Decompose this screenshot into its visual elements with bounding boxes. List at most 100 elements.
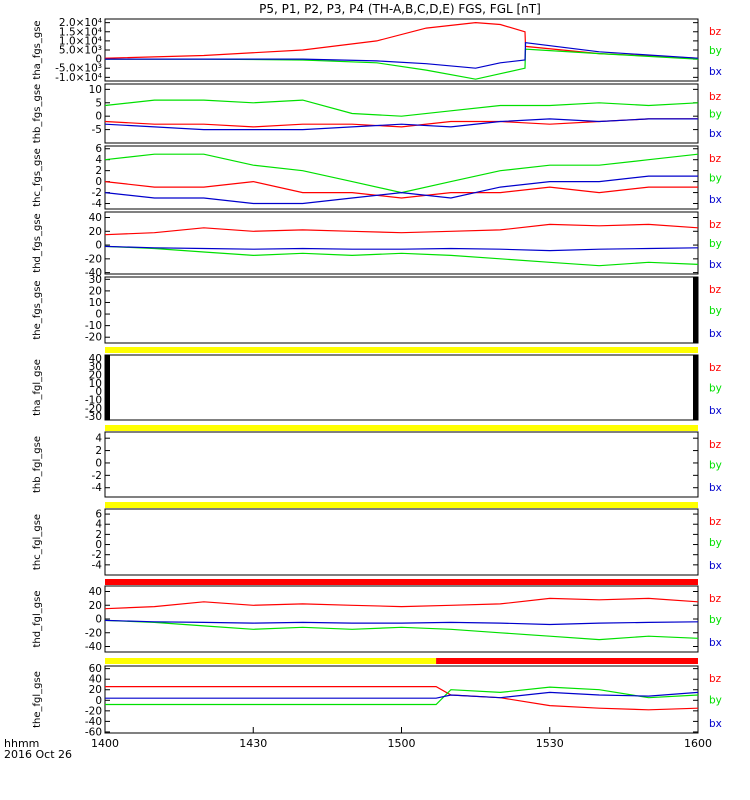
ytick-label: -40	[85, 267, 102, 279]
panel-frame	[104, 145, 699, 210]
ytick-label: 5	[95, 97, 102, 109]
ytick-label: -60	[85, 726, 102, 738]
panel-thd_fgl_gse: -40 -200 20 40 thd_fgl_gse bz by bx	[32, 585, 722, 664]
series-bx	[105, 42, 698, 69]
ytick-label: -20	[85, 253, 102, 265]
legend-by: by	[709, 45, 722, 57]
legend-bz: bz	[709, 219, 722, 231]
ytick-label: 0	[95, 54, 102, 66]
ytick-label: 30	[89, 274, 102, 286]
y-axis-label: the_fgs_gse	[32, 280, 43, 339]
xtick-label: 1530	[536, 737, 564, 750]
ytick-label: 40	[89, 212, 102, 224]
ytick-label: -4	[92, 482, 103, 494]
ytick-label: -4	[92, 559, 103, 571]
ytick-label: 4	[95, 154, 102, 166]
series-bx	[105, 619, 698, 626]
panel-thd_fgs_gse: -40 -200 20 40 thd_fgs_gse bz by bx	[32, 211, 722, 279]
y-axis-label: thd_fgs_gse	[32, 213, 43, 272]
ytick-label: 0	[95, 176, 102, 188]
ytick-label: 5.0×10³	[59, 45, 102, 57]
ytick-label: 10	[89, 378, 102, 390]
legend-by: by	[709, 173, 722, 185]
left-edge-fill	[105, 355, 110, 420]
ytick-label: 1.5×10⁴	[59, 26, 102, 38]
legend-by: by	[709, 537, 722, 549]
y-axis-label: thd_fgl_gse	[32, 591, 43, 648]
ytick-label: 0	[95, 111, 102, 123]
ytick-label: 0	[95, 240, 102, 252]
xtick-label: 1600	[684, 737, 712, 750]
series-by	[105, 99, 698, 117]
ytick-label: 60	[89, 663, 102, 675]
legend-bz: bz	[709, 91, 722, 103]
panel-tha_fgs_gse: -1.0×10⁴-5.0×10³05.0×10³1.0×10⁴1.5×10⁴2.…	[32, 17, 722, 84]
series-bx	[105, 118, 698, 131]
panel-thb_fgs_gse: -50 510 thb_fgs_gse bz by bx	[32, 83, 722, 144]
legend-by: by	[709, 614, 722, 626]
legend-by: by	[709, 109, 722, 121]
ytick-label: 6	[95, 143, 102, 155]
ytick-label: -4	[92, 198, 103, 210]
panel-frame	[104, 585, 699, 653]
series-bx	[105, 691, 698, 699]
series-bz	[105, 685, 698, 711]
flag-bar-yellow	[105, 658, 437, 664]
ytick-label: 6	[95, 509, 102, 521]
ytick-label: -2	[92, 549, 102, 561]
ytick-label: 20	[89, 600, 102, 612]
legend-by: by	[709, 383, 722, 395]
right-edge-fill	[693, 355, 698, 420]
legend-by: by	[709, 695, 722, 707]
series-bz	[105, 223, 698, 236]
ytick-label: -20	[85, 332, 102, 344]
flag-bar-yellow	[105, 347, 698, 353]
legend-bz: bz	[709, 516, 722, 528]
ytick-label: -5	[92, 124, 102, 136]
y-axis-label: thc_fgl_gse	[32, 514, 43, 570]
ytick-label: 20	[89, 285, 102, 297]
legend-bx: bx	[709, 66, 722, 78]
panel-frame	[104, 83, 699, 144]
ytick-label: -20	[85, 627, 102, 639]
ytick-label: 30	[89, 361, 102, 373]
ytick-label: -2	[92, 187, 102, 199]
series-bx	[105, 175, 698, 205]
legend-bx: bx	[709, 405, 722, 417]
legend-bx: bx	[709, 718, 722, 730]
panel-frame	[104, 508, 699, 576]
ytick-label: 2	[95, 165, 102, 177]
series-bz	[105, 597, 698, 610]
panel-frame	[104, 431, 699, 498]
series-by	[105, 48, 698, 80]
ytick-label: 0	[95, 695, 102, 707]
time-unit-label: hhmm	[4, 737, 39, 750]
ytick-label: 40	[89, 674, 102, 686]
panel-frame	[104, 276, 699, 344]
y-axis-label: tha_fgs_gse	[32, 20, 43, 79]
ytick-label: 4	[95, 519, 102, 531]
legend-bx: bx	[709, 560, 722, 572]
ytick-label: -10	[85, 320, 102, 332]
legend-bx: bx	[709, 328, 722, 340]
legend-bz: bz	[709, 439, 722, 451]
date-label: 2016 Oct 26	[4, 748, 72, 761]
ytick-label: 0	[95, 309, 102, 321]
legend-bz: bz	[709, 362, 722, 374]
series-bz	[105, 180, 698, 199]
y-axis-label: the_fgl_gse	[32, 671, 43, 728]
ytick-label: -30	[85, 411, 102, 423]
ytick-label: 20	[89, 684, 102, 696]
legend-bz: bz	[709, 153, 722, 165]
ytick-label: 40	[89, 353, 102, 365]
ytick-label: 0	[95, 539, 102, 551]
ytick-label: -1.0×10⁴	[55, 72, 102, 84]
ytick-label: -40	[85, 716, 102, 728]
ytick-label: -5.0×10³	[55, 63, 102, 75]
panel-frame	[104, 211, 699, 275]
legend-bx: bx	[709, 482, 722, 494]
